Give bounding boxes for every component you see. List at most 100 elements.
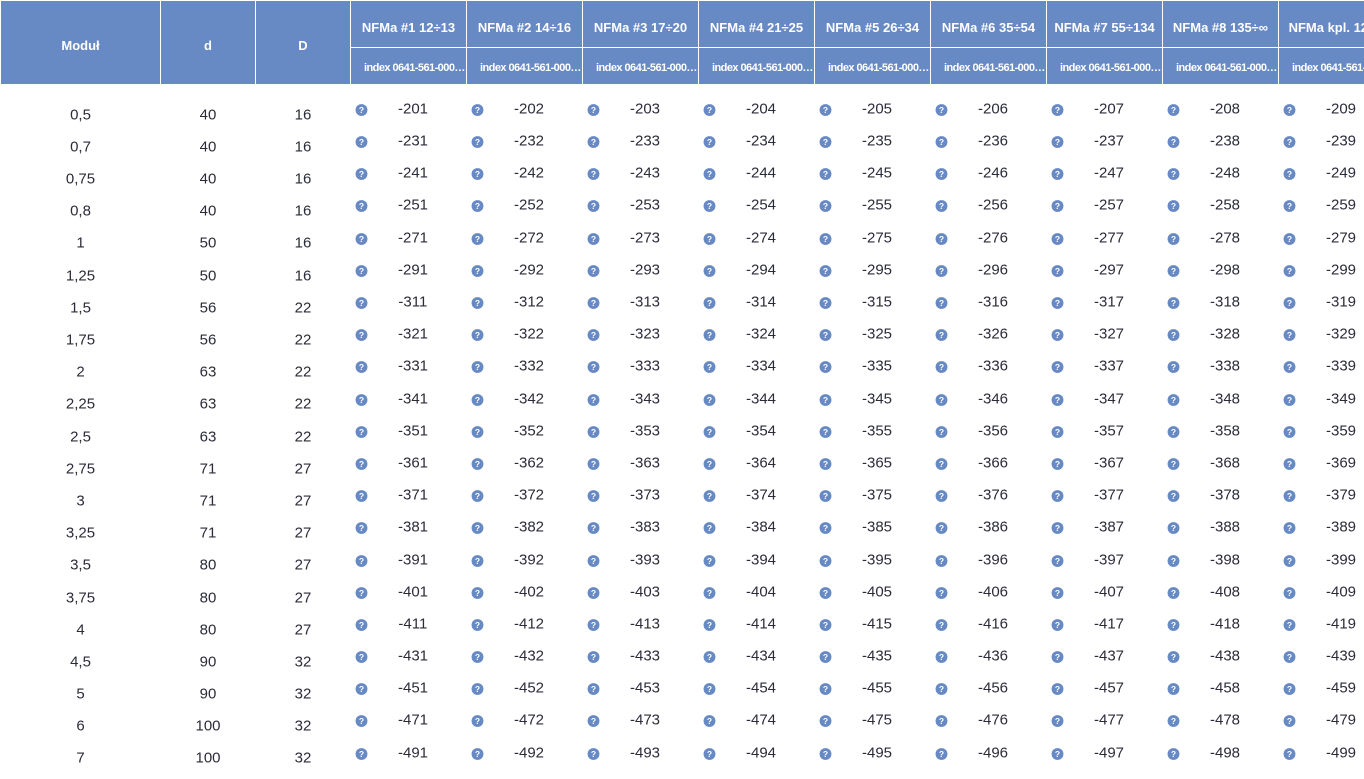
svg-text:?: ? [822,330,827,340]
svg-text:?: ? [1286,491,1291,501]
svg-text:?: ? [474,330,479,340]
svg-text:?: ? [706,330,711,340]
svg-text:?: ? [590,491,595,501]
svg-text:?: ? [822,459,827,469]
svg-text:?: ? [706,459,711,469]
svg-text:?: ? [358,620,363,630]
svg-text:?: ? [358,105,363,115]
svg-text:?: ? [474,716,479,726]
svg-text:?: ? [590,523,595,533]
svg-text:?: ? [938,427,943,437]
svg-text:?: ? [1286,459,1291,469]
svg-text:?: ? [938,556,943,566]
svg-text:?: ? [1054,620,1059,630]
svg-text:?: ? [1054,330,1059,340]
svg-text:?: ? [474,491,479,501]
svg-text:?: ? [590,716,595,726]
svg-text:?: ? [1170,523,1175,533]
svg-text:?: ? [706,749,711,759]
svg-text:?: ? [938,684,943,694]
svg-text:?: ? [590,201,595,211]
svg-text:?: ? [474,588,479,598]
svg-text:?: ? [474,749,479,759]
svg-text:?: ? [1054,749,1059,759]
svg-text:?: ? [358,749,363,759]
svg-text:?: ? [1286,330,1291,340]
svg-text:?: ? [706,298,711,308]
svg-text:?: ? [1054,556,1059,566]
svg-text:?: ? [1170,169,1175,179]
svg-text:?: ? [474,684,479,694]
svg-text:?: ? [358,137,363,147]
svg-text:?: ? [1170,684,1175,694]
svg-text:?: ? [1170,427,1175,437]
svg-text:?: ? [1054,234,1059,244]
svg-text:?: ? [706,588,711,598]
svg-text:?: ? [590,588,595,598]
svg-text:?: ? [1170,749,1175,759]
svg-text:?: ? [1286,201,1291,211]
svg-text:?: ? [822,716,827,726]
svg-text:?: ? [358,652,363,662]
svg-text:?: ? [1054,491,1059,501]
svg-text:?: ? [938,137,943,147]
svg-text:?: ? [1054,459,1059,469]
svg-text:?: ? [590,684,595,694]
svg-text:?: ? [822,588,827,598]
svg-text:?: ? [1054,298,1059,308]
svg-text:?: ? [358,588,363,598]
svg-text:?: ? [938,234,943,244]
svg-text:?: ? [1286,684,1291,694]
svg-text:?: ? [358,556,363,566]
svg-text:?: ? [474,652,479,662]
svg-text:?: ? [706,169,711,179]
svg-text:?: ? [1286,362,1291,372]
svg-text:?: ? [590,105,595,115]
svg-text:?: ? [822,234,827,244]
svg-text:?: ? [1170,137,1175,147]
svg-text:?: ? [1286,266,1291,276]
svg-text:?: ? [590,749,595,759]
svg-text:?: ? [474,395,479,405]
svg-text:?: ? [1170,716,1175,726]
svg-text:?: ? [938,459,943,469]
svg-text:?: ? [474,298,479,308]
svg-text:?: ? [590,137,595,147]
svg-text:?: ? [358,169,363,179]
svg-text:?: ? [1286,169,1291,179]
svg-text:?: ? [590,266,595,276]
svg-text:?: ? [474,169,479,179]
svg-text:?: ? [706,684,711,694]
svg-text:?: ? [1286,137,1291,147]
svg-text:?: ? [706,105,711,115]
svg-text:?: ? [822,749,827,759]
svg-text:?: ? [1054,395,1059,405]
svg-text:?: ? [474,234,479,244]
svg-text:?: ? [358,201,363,211]
svg-text:?: ? [358,491,363,501]
svg-text:?: ? [474,459,479,469]
svg-text:?: ? [938,588,943,598]
svg-text:?: ? [1170,362,1175,372]
svg-text:?: ? [822,556,827,566]
svg-text:?: ? [822,620,827,630]
svg-text:?: ? [358,395,363,405]
svg-text:?: ? [590,362,595,372]
svg-text:?: ? [1170,298,1175,308]
svg-text:?: ? [590,330,595,340]
svg-text:?: ? [1170,201,1175,211]
svg-text:?: ? [706,523,711,533]
svg-text:?: ? [474,556,479,566]
svg-text:?: ? [590,169,595,179]
svg-text:?: ? [1170,266,1175,276]
svg-text:?: ? [822,266,827,276]
svg-text:?: ? [358,523,363,533]
svg-text:?: ? [1286,620,1291,630]
svg-text:?: ? [706,491,711,501]
svg-text:?: ? [1170,234,1175,244]
svg-text:?: ? [706,234,711,244]
svg-text:?: ? [822,298,827,308]
svg-text:?: ? [938,749,943,759]
svg-text:?: ? [1054,716,1059,726]
svg-text:?: ? [706,395,711,405]
